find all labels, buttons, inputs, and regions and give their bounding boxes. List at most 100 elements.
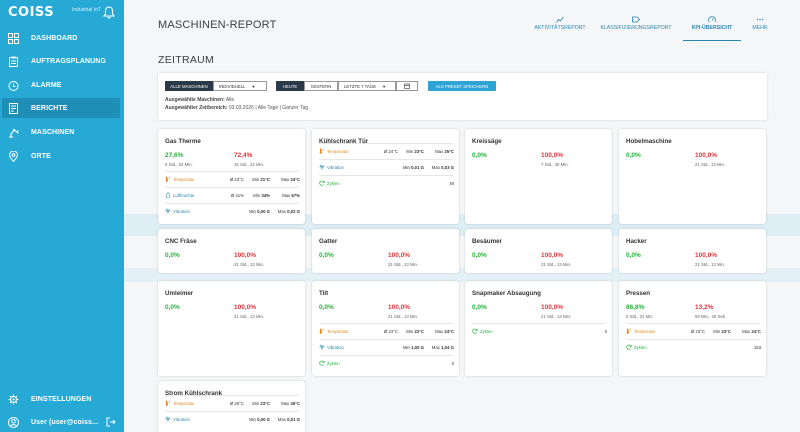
machine-card[interactable]: Gatter 0,0% 100,0% 21 Std., 13 Min.	[312, 229, 459, 273]
sensor-current-value: 23°C	[388, 329, 398, 334]
today-button[interactable]: HEUTE	[276, 81, 304, 91]
thermometer-icon	[165, 400, 170, 406]
machine-card[interactable]: Pressen 86,8% 13,2% 6 Std., 31 Min. 59 Min.,…	[619, 281, 766, 376]
green-duration: 6 Std., 31 Min.	[626, 314, 654, 319]
green-percentage: 86,8%	[626, 304, 645, 311]
sensor-max: Max 26°C	[281, 401, 300, 406]
machine-card[interactable]: Snapmaker Absaugung 0,0% 100,0% 21 Std., 13…	[465, 281, 612, 376]
tab-klassifizierungsreport[interactable]: KLASSIFIZIERUNGSREPORT	[596, 14, 676, 38]
sensor-label: Vibration	[327, 165, 344, 170]
sidebar-item-einstellungen[interactable]: EINSTELLUNGEN	[0, 389, 124, 409]
red-percentage: 100,0%	[541, 252, 564, 259]
sensor-row: Temperatur Ø 23°C Min 21°C Max 24°C	[165, 176, 300, 184]
red-duration: 21 Std., 13 Min.	[541, 262, 572, 267]
machine-card[interactable]: Kreissäge 0,0% 100,0% 7 Std., 30 Min.	[465, 129, 612, 224]
sensor-row: Vibration Min 0,00 G Max 0,01 G	[165, 416, 300, 424]
machine-card[interactable]: CNC Fräse 0,0% 100,0% 21 Std., 13 Min.	[158, 229, 305, 273]
sidebar-item-label: ALARME	[31, 81, 62, 89]
logo-subtitle: Industrial IoT	[72, 7, 101, 13]
sensor-max: Max 0,01 G	[278, 417, 300, 422]
sensor-current-value: 23°C	[234, 177, 244, 182]
vibration-icon	[165, 208, 171, 214]
sensor-current-value: 24°C	[388, 149, 398, 154]
sidebar-item-auftragsplanung[interactable]: AUFTRAGSPLANUNG	[0, 51, 124, 71]
sensor-label: Temperatur	[327, 329, 349, 334]
divider	[319, 355, 453, 356]
min-label: Min	[406, 329, 414, 334]
green-percentage: 0,0%	[626, 252, 641, 259]
machine-card[interactable]: Hobelmaschine 0,0% 100,0% 21 Std., 13 Min.	[619, 129, 766, 224]
divider	[319, 143, 453, 144]
sensor-label: Luftfeuchte	[173, 193, 195, 198]
divider	[165, 171, 299, 172]
sidebar-item-label: DASHBOARD	[31, 34, 78, 42]
sidebar-item-label: MASCHINEN	[31, 128, 75, 136]
sensor-max: Max 0,03 G	[432, 165, 454, 170]
sensor-max-value: 25°C	[444, 149, 454, 154]
sensor-row: Zyklen 49	[319, 180, 454, 188]
sensor-max: Max 25°C	[435, 149, 454, 154]
sidebar-item-alarme[interactable]: ALARME	[0, 75, 124, 95]
machine-card[interactable]: Hacker 0,0% 100,0% 21 Std., 13 Min.	[619, 229, 766, 273]
tab-label: KPI-ÜBERSICHT	[691, 25, 733, 31]
info-label: Ausgewählter Zeitbereich:	[165, 105, 228, 111]
tab-mehr[interactable]: MEHR	[748, 14, 772, 38]
save-preset-button[interactable]: ALS PRESET SPEICHERN	[428, 81, 496, 91]
green-duration: 5 Std., 52 Min.	[165, 162, 193, 167]
logout-icon[interactable]	[106, 417, 116, 427]
tab-aktivitaetsreport[interactable]: AKTIVITÄTSREPORT	[531, 14, 589, 38]
min-label: Min	[248, 417, 256, 422]
sensor-min: Min 0,00 G	[249, 417, 270, 422]
sidebar-item-maschinen[interactable]: MASCHINEN	[0, 122, 124, 142]
individual-dropdown[interactable]: INDIVIDUELL ▼	[213, 81, 267, 91]
red-duration: 21 Std., 13 Min.	[388, 314, 419, 319]
page-title: MASCHINEN-REPORT	[158, 19, 277, 31]
red-percentage: 100,0%	[388, 304, 411, 311]
gauge-icon	[708, 16, 716, 23]
machine-title: Gatter	[319, 238, 338, 245]
machine-card[interactable]: Umleimer 0,0% 100,0% 21 Std., 13 Min.	[158, 281, 305, 376]
last-7-days-dropdown[interactable]: LETZTE 7 TAGE ▼	[338, 81, 396, 91]
all-machines-button[interactable]: ALLE MASCHINEN	[165, 81, 213, 91]
sensor-current-value: 25°C	[234, 401, 244, 406]
sensor-row: Temperatur Ø 25°C Min 23°C Max 26°C	[165, 400, 300, 408]
red-percentage: 72,4%	[234, 152, 253, 159]
yesterday-button[interactable]: GESTERN	[304, 81, 338, 91]
sidebar-item-dashboard[interactable]: DASHBOARD	[0, 28, 124, 48]
calendar-button[interactable]	[396, 81, 418, 91]
thermometer-icon	[165, 176, 170, 182]
machine-card[interactable]: Strom Kühlschrank Temperatur Ø 25°C Min 23°…	[158, 381, 305, 432]
sensor-row: Temperatur Ø 24°C Min 23°C Max 25°C	[319, 148, 454, 156]
tab-label: KLASSIFIZIERUNGSREPORT	[600, 25, 672, 31]
divider	[165, 187, 299, 188]
chart-icon	[556, 16, 564, 23]
max-label: Max	[277, 209, 286, 214]
machine-card[interactable]: Besäumer 0,0% 100,0% 21 Std., 13 Min.	[465, 229, 612, 273]
red-duration: 21 Std., 13 Min.	[388, 262, 419, 267]
max-label: Max	[277, 417, 286, 422]
bell-icon[interactable]	[103, 6, 115, 19]
machine-title: Umleimer	[165, 290, 194, 297]
info-value: Alle	[225, 97, 235, 103]
label-icon	[632, 16, 640, 23]
sensor-max-value: 26°C	[290, 401, 300, 406]
location-icon	[8, 150, 19, 162]
sensor-label: Temperatur	[327, 149, 349, 154]
report-icon	[9, 102, 18, 114]
logo: COISS	[8, 5, 55, 20]
sensor-label: Temperatur	[173, 177, 195, 182]
red-percentage: 100,0%	[388, 252, 411, 259]
clipboard-icon	[9, 56, 18, 67]
sensor-label: Zyklen	[634, 345, 647, 350]
sidebar-item-berichte[interactable]: BERICHTE	[2, 98, 120, 118]
sensor-row: Zyklen 0	[319, 360, 454, 368]
sidebar-item-user[interactable]: User (user@coiss...	[0, 412, 124, 432]
sensor-max-value: 24°C	[290, 177, 300, 182]
sensor-label: Zyklen	[327, 181, 340, 186]
tab-kpi-uebersicht[interactable]: KPI-ÜBERSICHT	[683, 14, 741, 41]
machine-card[interactable]: Gas Therme 27,6% 72,4% 5 Std., 52 Min. 15 St…	[158, 129, 305, 224]
sensor-max-value: 24°C	[751, 329, 761, 334]
sidebar-item-orte[interactable]: ORTE	[0, 146, 124, 166]
machine-card[interactable]: Kühlschrank Tür Temperatur Ø 24°C Min 23°C M…	[312, 129, 459, 224]
machine-card[interactable]: Tilt 0,0% 100,0% 21 Std., 13 Min. Temperatur…	[312, 281, 459, 376]
